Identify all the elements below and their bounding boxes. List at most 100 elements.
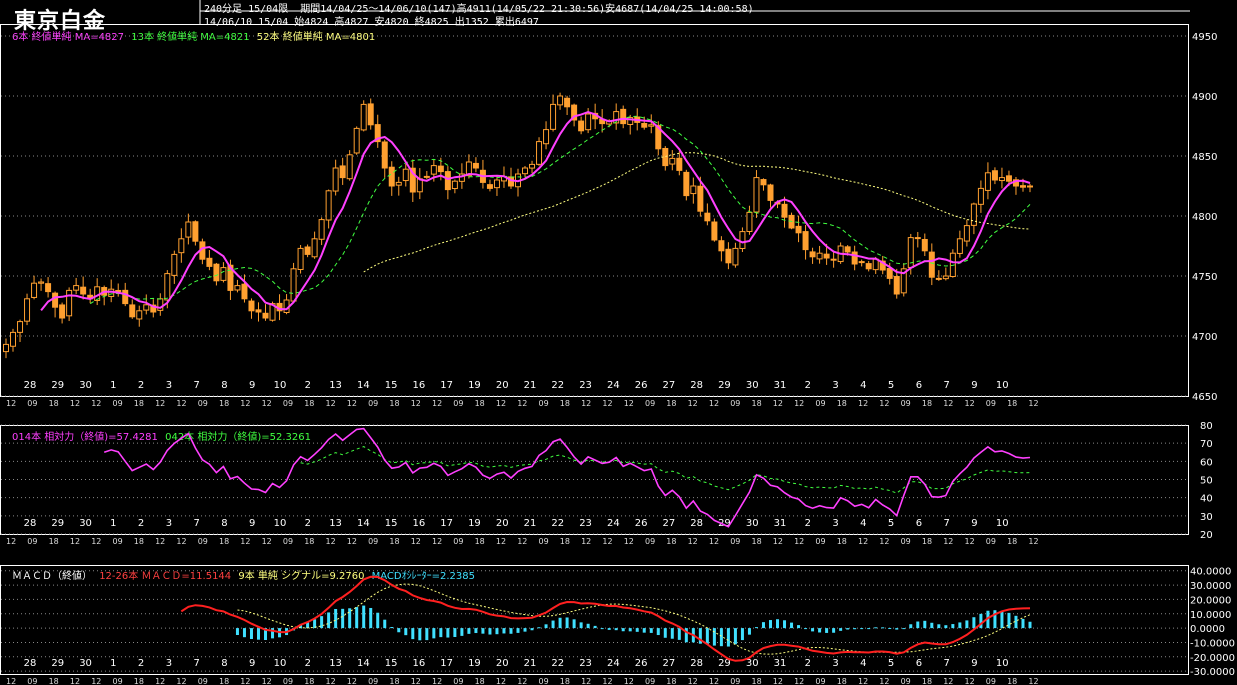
candle-body xyxy=(150,304,157,313)
candle-body xyxy=(402,168,409,182)
price-session-label: 09 xyxy=(730,399,740,408)
candle-body xyxy=(395,181,402,186)
macd-day-label: 1 xyxy=(110,658,116,669)
macd-osc-bar xyxy=(249,628,253,640)
macd-osc-bar xyxy=(313,619,317,629)
rsi-day-label: 4 xyxy=(860,518,866,529)
price-session-label: 12 xyxy=(496,399,506,408)
rsi-session-label: 18 xyxy=(475,537,485,546)
price-day-label: 28 xyxy=(690,380,703,391)
rsi-day-label: 7 xyxy=(193,518,199,529)
price-session-label: 12 xyxy=(602,399,612,408)
header-line-1: 240分足 15/04限 期間14/04/25～14/06/10(147)高49… xyxy=(204,0,754,15)
macd-session-label: 09 xyxy=(283,677,293,685)
rsi-day-label: 21 xyxy=(524,518,537,529)
macd-osc-bar xyxy=(502,628,506,634)
macd-session-label: 09 xyxy=(539,677,549,685)
macd-session-label: 12 xyxy=(262,677,272,685)
rsi-day-label: 20 xyxy=(496,518,509,529)
macd-osc-bar xyxy=(972,617,976,629)
macd-day-label: 3 xyxy=(832,658,838,669)
candle-body xyxy=(914,237,921,240)
macd-ytick-label: -30.0000 xyxy=(1190,667,1235,678)
rsi-session-label: 09 xyxy=(368,537,378,546)
candle-body xyxy=(578,120,585,132)
price-session-label: 18 xyxy=(475,399,485,408)
candle-body xyxy=(24,298,31,322)
candle-body xyxy=(697,185,704,212)
price-session-label: 18 xyxy=(1007,399,1017,408)
macd-session-label: 18 xyxy=(49,677,59,685)
macd-day-label: 10 xyxy=(274,658,287,669)
candle-body xyxy=(486,184,493,189)
price-session-label: 18 xyxy=(304,399,314,408)
macd-day-label: 8 xyxy=(221,658,227,669)
price-session-label: 18 xyxy=(49,399,59,408)
candle-body xyxy=(52,292,59,308)
candle-body xyxy=(585,113,592,131)
rsi-session-label: 12 xyxy=(1028,537,1038,546)
rsi-session-label: 09 xyxy=(645,537,655,546)
macd-osc-bar xyxy=(572,619,576,629)
candle-body xyxy=(73,285,80,291)
macd-session-label: 12 xyxy=(581,677,591,685)
macd-osc-bar xyxy=(614,628,618,631)
macd-osc-bar xyxy=(376,612,380,629)
price-session-label: 12 xyxy=(581,399,591,408)
macd-osc-bar xyxy=(516,628,520,633)
candle-body xyxy=(192,221,199,242)
price-session-label: 09 xyxy=(986,399,996,408)
candle-body xyxy=(746,211,753,232)
macd-day-label: 3 xyxy=(166,658,172,669)
candle-body xyxy=(669,157,676,165)
rsi-day-label: 2 xyxy=(305,518,311,529)
rsi-session-label: 12 xyxy=(155,537,165,546)
price-day-label: 9 xyxy=(249,380,255,391)
candle-body xyxy=(732,247,739,266)
candle-body xyxy=(367,103,374,126)
rsi-day-label: 24 xyxy=(607,518,620,529)
price-day-label: 26 xyxy=(635,380,648,391)
candle-body xyxy=(346,154,353,180)
price-session-label: 09 xyxy=(113,399,123,408)
price-day-label: 22 xyxy=(551,380,564,391)
macd-session-label: 09 xyxy=(453,677,463,685)
price-day-label: 20 xyxy=(496,380,509,391)
price-session-label: 12 xyxy=(879,399,889,408)
macd-session-label: 12 xyxy=(965,677,975,685)
rsi-day-label: 6 xyxy=(916,518,922,529)
candle-body xyxy=(641,122,648,128)
price-day-label: 8 xyxy=(221,380,227,391)
price-session-label: 09 xyxy=(539,399,549,408)
candle-body xyxy=(928,251,935,278)
price-day-label: 5 xyxy=(888,380,894,391)
price-session-label: 12 xyxy=(432,399,442,408)
header-line-2: 14/06/10 15/04 始4824 高4827 安4820 終4825 出… xyxy=(204,17,539,28)
candle-body xyxy=(886,267,893,279)
macd-osc-bar xyxy=(474,628,478,634)
macd-osc-bar xyxy=(383,619,387,629)
macd-day-label: 22 xyxy=(551,658,564,669)
candle-body xyxy=(956,238,963,254)
legend-ma52: 52本 終値単純 MA=4801 xyxy=(256,32,376,43)
candle-body xyxy=(213,263,220,282)
macd-osc-bar xyxy=(853,628,857,630)
macd-session-label: 18 xyxy=(837,677,847,685)
macd-osc-bar xyxy=(761,622,765,629)
macd-line xyxy=(180,575,1031,662)
price-session-label: 09 xyxy=(368,399,378,408)
macd-day-label: 19 xyxy=(468,658,481,669)
price-session-label: 12 xyxy=(155,399,165,408)
legend-macd-line: 12-26本 ＭＡＣＤ=11.5144 xyxy=(99,571,232,582)
macd-osc-bar xyxy=(586,623,590,629)
price-day-label: 29 xyxy=(718,380,731,391)
macd-day-label: 30 xyxy=(79,658,92,669)
rsi-session-label: 18 xyxy=(134,537,144,546)
candle-body xyxy=(234,285,241,291)
candle-body xyxy=(802,231,809,251)
rsi-session-label: 12 xyxy=(240,537,250,546)
macd-session-label: 09 xyxy=(645,677,655,685)
macd-legend: ＭＡＣＤ（終値） 12-26本 ＭＡＣＤ=11.5144 9本 単純 シグナル=… xyxy=(12,567,479,582)
candle-body xyxy=(381,141,388,169)
macd-osc-bar xyxy=(684,628,688,643)
